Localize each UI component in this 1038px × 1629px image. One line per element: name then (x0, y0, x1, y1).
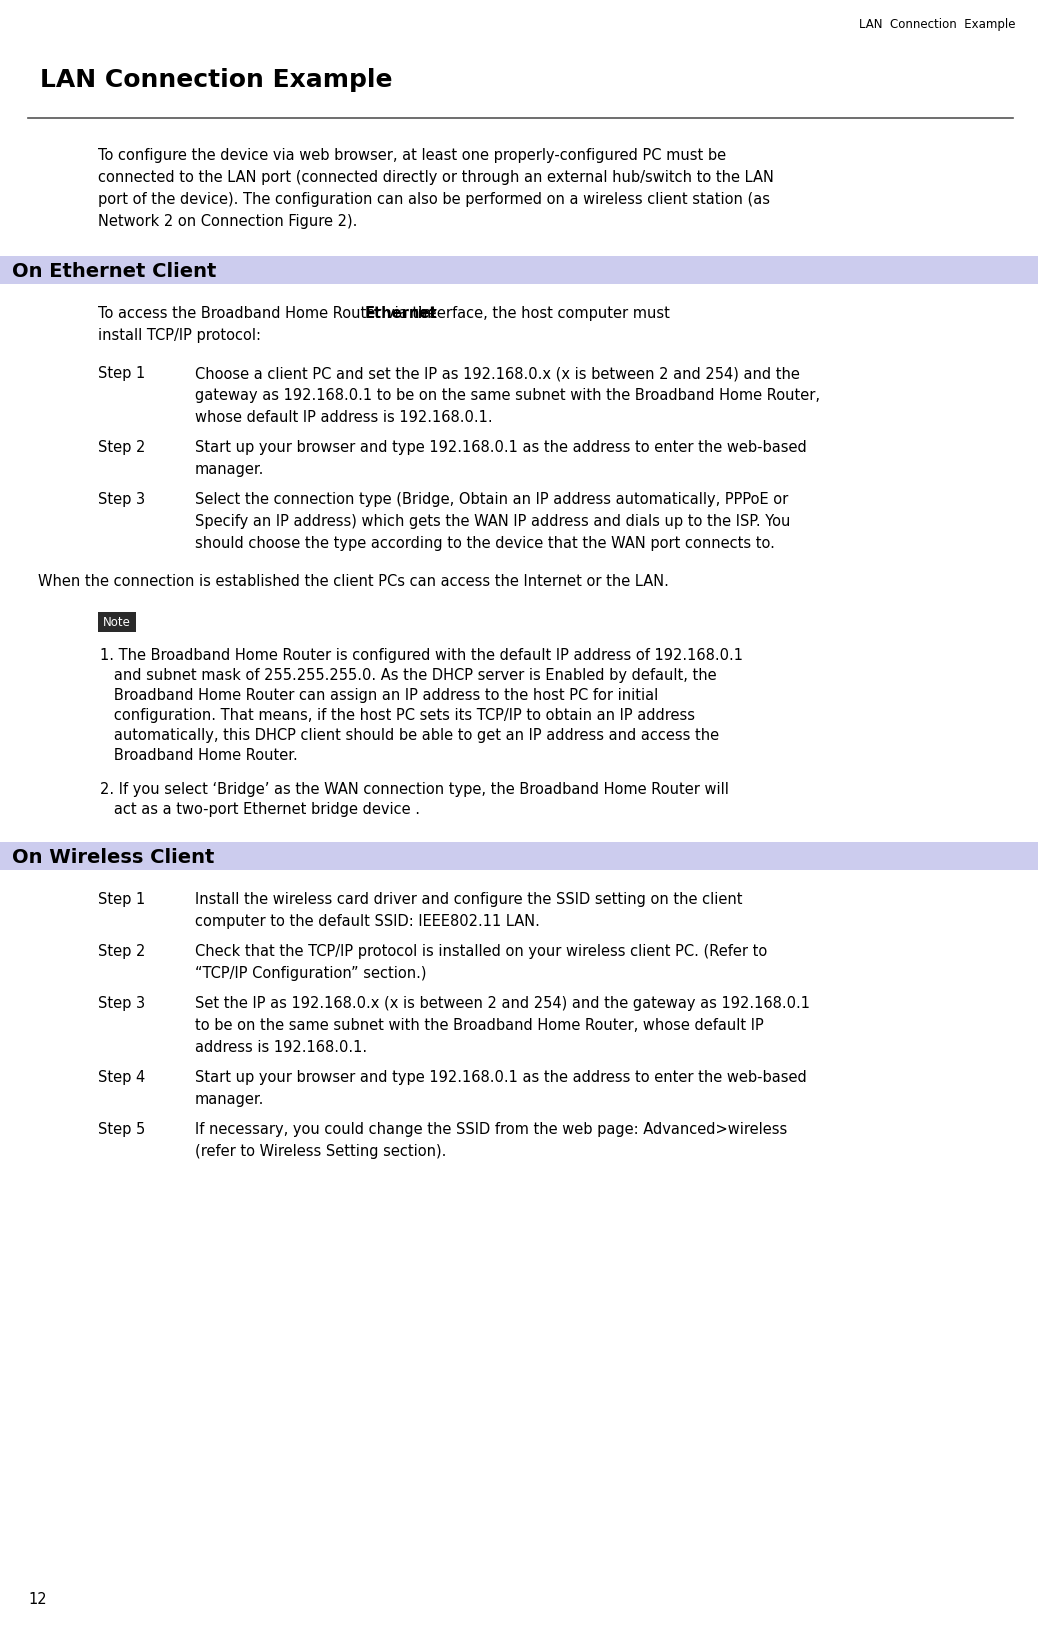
Text: manager.: manager. (195, 463, 265, 477)
Text: Broadband Home Router can assign an IP address to the host PC for initial: Broadband Home Router can assign an IP a… (100, 687, 658, 704)
Text: Check that the TCP/IP protocol is installed on your wireless client PC. (Refer t: Check that the TCP/IP protocol is instal… (195, 943, 767, 959)
Text: configuration. That means, if the host PC sets its TCP/IP to obtain an IP addres: configuration. That means, if the host P… (100, 709, 695, 723)
Text: Note: Note (103, 616, 131, 629)
Text: On Ethernet Client: On Ethernet Client (12, 262, 216, 280)
Text: automatically, this DHCP client should be able to get an IP address and access t: automatically, this DHCP client should b… (100, 728, 719, 743)
Text: Select the connection type (Bridge, Obtain an IP address automatically, PPPoE or: Select the connection type (Bridge, Obta… (195, 492, 788, 507)
Text: port of the device). The configuration can also be performed on a wireless clien: port of the device). The configuration c… (98, 192, 770, 207)
Text: should choose the type according to the device that the WAN port connects to.: should choose the type according to the … (195, 536, 775, 551)
Text: Step 3: Step 3 (98, 995, 145, 1012)
Text: address is 192.168.0.1.: address is 192.168.0.1. (195, 1039, 367, 1056)
Bar (0, 256, 1038, 283)
Text: to be on the same subnet with the Broadband Home Router, whose default IP: to be on the same subnet with the Broadb… (195, 1018, 764, 1033)
Text: act as a two-port Ethernet bridge device .: act as a two-port Ethernet bridge device… (100, 801, 420, 818)
Text: Step 2: Step 2 (98, 440, 145, 454)
Text: “TCP/IP Configuration” section.): “TCP/IP Configuration” section.) (195, 966, 427, 981)
Text: To configure the device via web browser, at least one properly-configured PC mus: To configure the device via web browser,… (98, 148, 727, 163)
Text: LAN Connection Example: LAN Connection Example (40, 68, 392, 91)
Text: On Wireless Client: On Wireless Client (12, 847, 215, 867)
Bar (98, 613, 136, 632)
Text: Specify an IP address) which gets the WAN IP address and dials up to the ISP. Yo: Specify an IP address) which gets the WA… (195, 515, 790, 529)
Text: 12: 12 (28, 1592, 47, 1606)
Text: (refer to Wireless Setting section).: (refer to Wireless Setting section). (195, 1144, 446, 1158)
Text: Step 5: Step 5 (98, 1122, 145, 1137)
Text: gateway as 192.168.0.1 to be on the same subnet with the Broadband Home Router,: gateway as 192.168.0.1 to be on the same… (195, 388, 820, 402)
Text: Set the IP as 192.168.0.x (x is between 2 and 254) and the gateway as 192.168.0.: Set the IP as 192.168.0.x (x is between … (195, 995, 810, 1012)
Text: 2. If you select ‘Bridge’ as the WAN connection type, the Broadband Home Router : 2. If you select ‘Bridge’ as the WAN con… (100, 782, 729, 797)
Text: whose default IP address is 192.168.0.1.: whose default IP address is 192.168.0.1. (195, 411, 493, 425)
Text: Ethernet: Ethernet (364, 306, 437, 321)
Text: Start up your browser and type 192.168.0.1 as the address to enter the web-based: Start up your browser and type 192.168.0… (195, 440, 807, 454)
Text: To access the Broadband Home Router via the: To access the Broadband Home Router via … (98, 306, 441, 321)
Text: 1. The Broadband Home Router is configured with the default IP address of 192.16: 1. The Broadband Home Router is configur… (100, 648, 743, 663)
Text: manager.: manager. (195, 1091, 265, 1108)
Text: computer to the default SSID: IEEE802.11 LAN.: computer to the default SSID: IEEE802.11… (195, 914, 540, 929)
Text: and subnet mask of 255.255.255.0. As the DHCP server is Enabled by default, the: and subnet mask of 255.255.255.0. As the… (100, 668, 716, 683)
Text: install TCP/IP protocol:: install TCP/IP protocol: (98, 327, 261, 344)
Text: Step 1: Step 1 (98, 367, 145, 381)
Text: connected to the LAN port (connected directly or through an external hub/switch : connected to the LAN port (connected dir… (98, 169, 774, 186)
Text: Install the wireless card driver and configure the SSID setting on the client: Install the wireless card driver and con… (195, 893, 742, 907)
Text: Choose a client PC and set the IP as 192.168.0.x (x is between 2 and 254) and th: Choose a client PC and set the IP as 192… (195, 367, 800, 381)
Text: Start up your browser and type 192.168.0.1 as the address to enter the web-based: Start up your browser and type 192.168.0… (195, 1070, 807, 1085)
Text: When the connection is established the client PCs can access the Internet or the: When the connection is established the c… (38, 573, 668, 590)
Text: Step 1: Step 1 (98, 893, 145, 907)
Text: LAN  Connection  Example: LAN Connection Example (858, 18, 1015, 31)
Text: If necessary, you could change the SSID from the web page: Advanced>wireless: If necessary, you could change the SSID … (195, 1122, 787, 1137)
Text: Step 2: Step 2 (98, 943, 145, 959)
Text: Step 3: Step 3 (98, 492, 145, 507)
Text: Network 2 on Connection Figure 2).: Network 2 on Connection Figure 2). (98, 213, 357, 230)
Text: Broadband Home Router.: Broadband Home Router. (100, 748, 298, 762)
Text: interface, the host computer must: interface, the host computer must (412, 306, 670, 321)
Bar (0, 842, 1038, 870)
Text: Step 4: Step 4 (98, 1070, 145, 1085)
